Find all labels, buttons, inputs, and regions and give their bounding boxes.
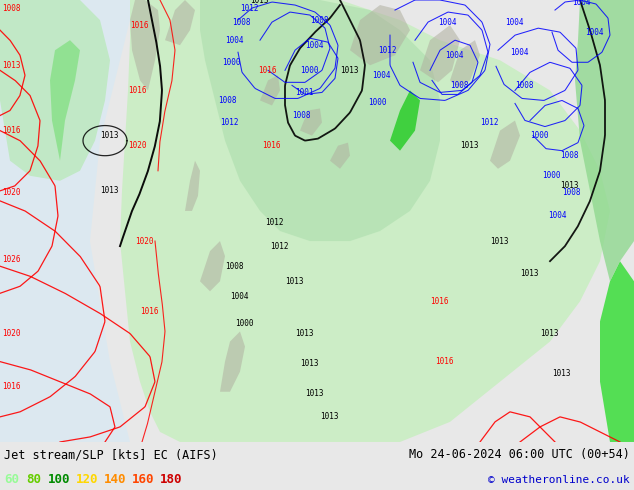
Text: 1013: 1013 [560,181,578,190]
Text: 1008: 1008 [450,81,469,90]
Text: 1004: 1004 [438,18,456,26]
Text: 1008: 1008 [560,151,578,160]
Text: 1016: 1016 [258,66,276,75]
Text: 1013: 1013 [305,389,323,398]
Text: 1008: 1008 [562,188,581,197]
Text: 1008: 1008 [515,81,533,90]
Polygon shape [220,332,245,392]
Text: 1000: 1000 [235,319,254,328]
Polygon shape [120,0,610,442]
Text: 1013: 1013 [520,269,538,278]
Text: 1004: 1004 [372,71,391,80]
Text: 1008: 1008 [225,262,243,270]
Polygon shape [600,261,634,442]
Text: 1013: 1013 [295,329,313,338]
Text: 1016: 1016 [2,126,20,135]
Polygon shape [300,108,322,136]
Text: 1008: 1008 [218,96,236,105]
Text: 1012: 1012 [240,3,259,13]
Text: 1016: 1016 [130,21,148,29]
Polygon shape [450,40,480,88]
Text: 1016: 1016 [128,86,146,95]
Text: 1026: 1026 [2,255,20,264]
Text: 1016: 1016 [262,141,280,150]
Text: 1013: 1013 [100,131,119,140]
Text: 1013: 1013 [540,329,559,338]
Polygon shape [490,121,520,169]
Text: 1013: 1013 [340,66,358,75]
Text: 100: 100 [48,473,70,487]
Polygon shape [200,0,440,241]
Text: 1004: 1004 [305,41,323,49]
Polygon shape [575,0,634,281]
Text: 1000: 1000 [300,66,318,75]
Text: 1008: 1008 [232,18,250,26]
Polygon shape [260,75,280,105]
Polygon shape [130,0,160,90]
Text: 1013: 1013 [285,277,304,286]
Polygon shape [200,241,225,291]
Text: 1016: 1016 [2,382,20,391]
Text: 1008: 1008 [310,16,328,24]
Text: 1020: 1020 [2,329,20,338]
Text: 1013: 1013 [100,186,119,196]
Text: 1020: 1020 [2,188,20,197]
Polygon shape [350,5,410,65]
Text: 1004: 1004 [225,36,243,45]
Text: 120: 120 [76,473,98,487]
Text: 1012: 1012 [220,118,238,127]
Text: © weatheronline.co.uk: © weatheronline.co.uk [488,475,630,485]
Text: 60: 60 [4,473,19,487]
Text: 1012: 1012 [378,46,396,55]
Text: 1008: 1008 [2,3,20,13]
Text: 1013: 1013 [250,0,269,4]
Text: 1013: 1013 [490,237,508,245]
Text: 1012: 1012 [265,219,283,227]
Text: Jet stream/SLP [kts] EC (AIFS): Jet stream/SLP [kts] EC (AIFS) [4,448,217,462]
Text: 1020: 1020 [128,141,146,150]
Text: 1001: 1001 [295,88,313,97]
Text: 1000: 1000 [222,58,240,67]
Polygon shape [390,90,420,151]
Text: 1016: 1016 [430,297,448,306]
Text: 1004: 1004 [510,48,529,57]
Text: 1004: 1004 [548,212,567,220]
Text: 1013: 1013 [2,61,20,70]
Text: 1020: 1020 [135,237,153,245]
Text: Mo 24-06-2024 06:00 UTC (00+54): Mo 24-06-2024 06:00 UTC (00+54) [409,448,630,462]
Polygon shape [420,25,460,82]
Text: 1004: 1004 [572,0,590,6]
Polygon shape [0,0,110,181]
Text: 180: 180 [160,473,183,487]
Text: 80: 80 [26,473,41,487]
Text: 1013: 1013 [300,359,318,368]
Text: 160: 160 [132,473,155,487]
Text: 1012: 1012 [480,118,498,127]
Text: 1013: 1013 [460,141,479,150]
Polygon shape [0,0,135,442]
Text: 1008: 1008 [292,111,311,120]
Polygon shape [165,0,195,45]
Polygon shape [185,161,200,211]
Text: 1004: 1004 [505,18,524,26]
Text: 1004: 1004 [445,51,463,60]
Text: 1004: 1004 [230,292,249,301]
Text: 1013: 1013 [320,413,339,421]
Polygon shape [50,40,80,161]
Text: 1012: 1012 [270,242,288,250]
Text: 1000: 1000 [530,131,548,140]
Text: 140: 140 [104,473,127,487]
Polygon shape [330,143,350,169]
Text: 1004: 1004 [585,27,604,37]
Text: 1000: 1000 [542,172,560,180]
Text: 1013: 1013 [552,369,571,378]
Text: 1000: 1000 [368,98,387,107]
Text: 1016: 1016 [140,307,158,316]
Text: 1016: 1016 [435,357,453,366]
